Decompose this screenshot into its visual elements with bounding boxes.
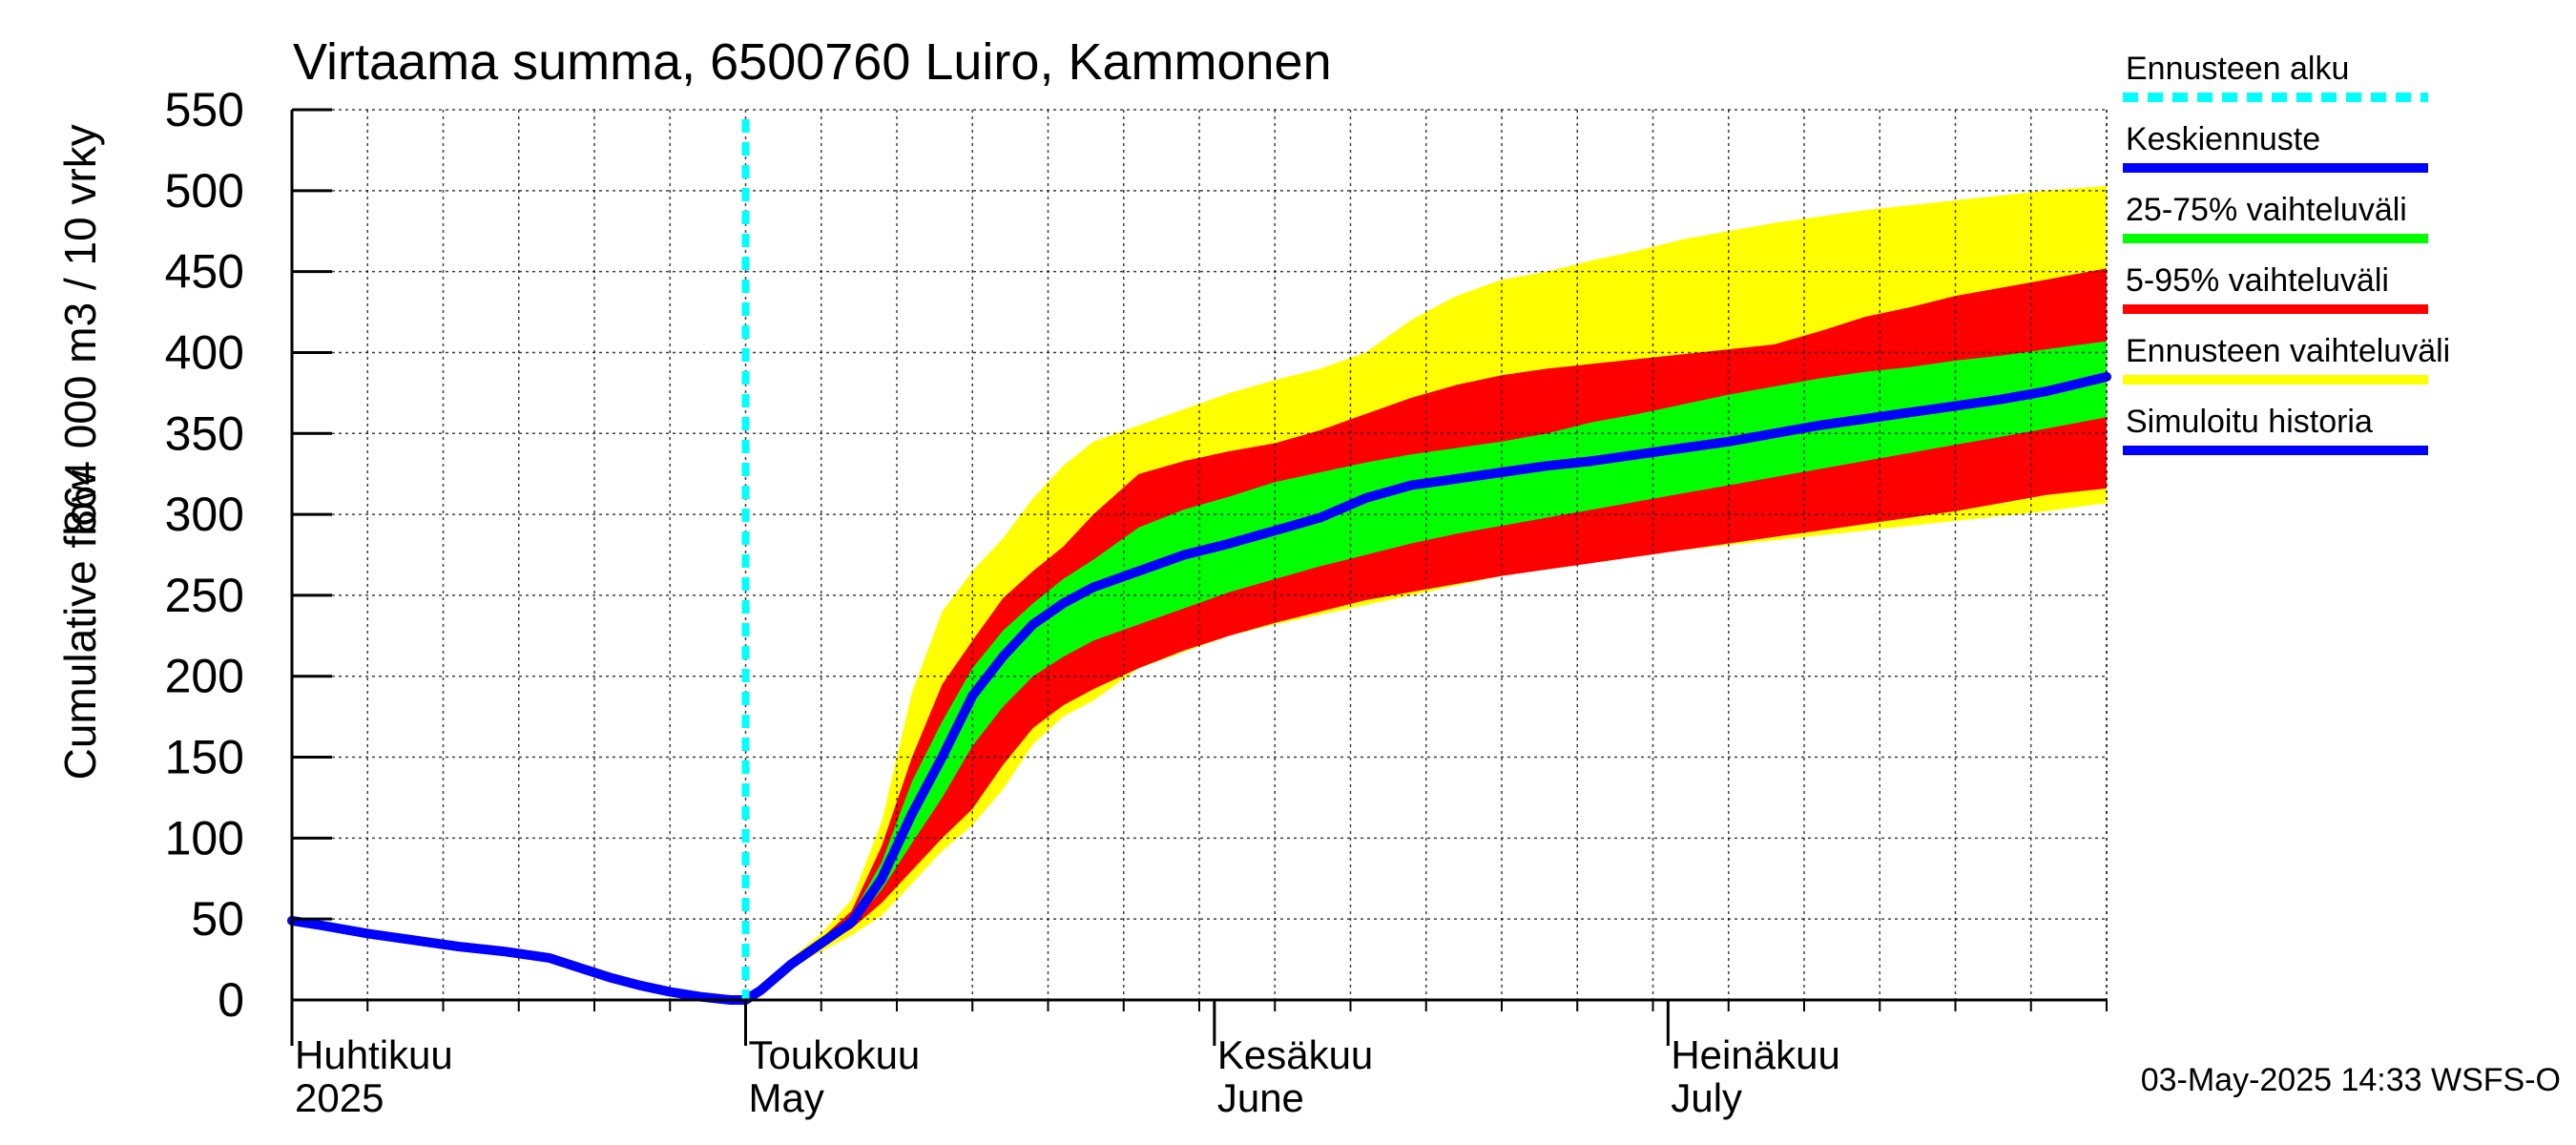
y-axis-label-line2: 864 000 m3 / 10 vrky: [55, 124, 105, 534]
y-tick-label: 250: [165, 569, 244, 622]
y-tick-label: 0: [218, 973, 244, 1027]
legend-label: Ennusteen alku: [2126, 51, 2349, 87]
y-tick-label: 150: [165, 731, 244, 784]
x-month-label-en: 2025: [295, 1075, 384, 1120]
x-month-label-en: July: [1671, 1075, 1742, 1120]
y-axis-label-line1: Cumulative flow: [55, 469, 105, 780]
series-lines: [287, 119, 2111, 1005]
legend-label: Simuloitu historia: [2126, 404, 2373, 440]
x-month-label-fi: Huhtikuu: [295, 1032, 453, 1077]
x-month-label-fi: Kesäkuu: [1217, 1032, 1373, 1077]
x-month-label-en: May: [749, 1075, 824, 1120]
y-tick-label: 550: [165, 83, 244, 136]
y-tick-label: 400: [165, 325, 244, 379]
y-tick-label: 100: [165, 811, 244, 864]
median-line: [740, 371, 2111, 1005]
legend-label: 25-75% vaihteluväli: [2126, 192, 2407, 228]
chart-title: Virtaama summa, 6500760 Luiro, Kammonen: [293, 33, 1332, 91]
axes: 0 50 100 150 200 250 300 350 400 450 500 550 Huhtiku…: [165, 83, 2108, 1120]
legend: Ennusteen alku Keskiennuste 25-75% vaihtel…: [2123, 51, 2450, 455]
legend-label: Ennusteen vaihteluväli: [2126, 333, 2450, 369]
x-month-label-fi: Heinäkuu: [1671, 1032, 1839, 1077]
legend-label: Keskiennuste: [2126, 121, 2320, 157]
y-tick-label: 300: [165, 488, 244, 541]
y-tick-label: 350: [165, 406, 244, 460]
history-line: [287, 915, 751, 1005]
y-tick-label: 200: [165, 650, 244, 703]
x-month-label-en: June: [1217, 1075, 1304, 1120]
y-tick-label: 500: [165, 164, 244, 218]
x-month-label-fi: Toukokuu: [749, 1032, 921, 1077]
footer-timestamp: 03-May-2025 14:33 WSFS-O: [2141, 1062, 2561, 1098]
legend-label: 5-95% vaihteluväli: [2126, 262, 2389, 299]
y-tick-label: 50: [191, 892, 244, 946]
y-tick-label: 450: [165, 245, 244, 299]
